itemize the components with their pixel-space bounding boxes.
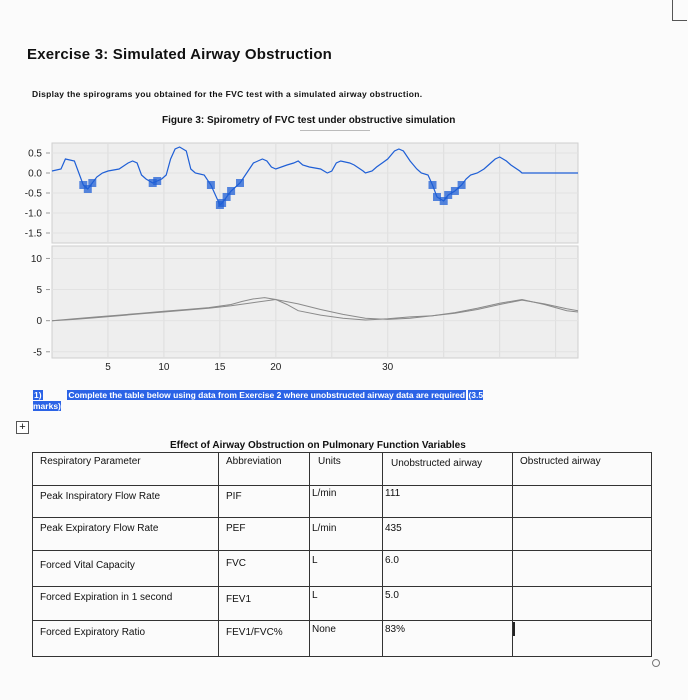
row-2-abbreviation: FVC xyxy=(226,558,246,569)
header-parameter: Respiratory Parameter xyxy=(40,456,141,467)
question-number: 1) xyxy=(33,390,43,400)
volume-gridlines xyxy=(52,143,578,243)
question-marks-part1: (3.5 xyxy=(468,390,484,400)
flow-series-0-line xyxy=(51,297,579,322)
volume-point xyxy=(218,199,227,207)
flow-y-tick-label: 0 xyxy=(36,316,42,327)
row-0-unobstructed[interactable]: 111 xyxy=(385,488,401,499)
question-marks-part2: marks) xyxy=(33,401,61,411)
header-obstructed: Obstructed airway xyxy=(520,456,601,467)
volume-y-tick-label: -0.5 xyxy=(25,189,43,200)
volume-point xyxy=(153,177,162,185)
row-0-units: L/min xyxy=(312,488,337,499)
instruction-text: Display the spirograms you obtained for … xyxy=(32,89,423,99)
question-text: Complete the table below using data from… xyxy=(67,390,467,400)
table-title: Effect of Airway Obstruction on Pulmonar… xyxy=(170,440,466,451)
x-tick-label: 15 xyxy=(214,362,226,373)
volume-point xyxy=(428,181,437,189)
volume-point xyxy=(79,181,88,189)
volume-point xyxy=(457,181,466,189)
x-tick-label: 5 xyxy=(105,362,111,373)
row-1-unobstructed[interactable]: 435 xyxy=(385,523,402,534)
volume-point xyxy=(439,197,448,205)
time-x-ticks: 5 10 15 20 30 xyxy=(105,362,393,373)
header-units: Units xyxy=(318,456,341,467)
x-tick-label: 30 xyxy=(382,362,394,373)
volume-point xyxy=(88,179,97,187)
table-move-handle-icon[interactable]: + xyxy=(16,421,29,434)
row-4-abbreviation: FEV1/FVC% xyxy=(226,627,283,638)
resize-handle-icon[interactable] xyxy=(652,659,660,667)
row-3-parameter: Forced Expiration in 1 second xyxy=(40,592,173,603)
caption-underline xyxy=(300,130,370,131)
flow-y-tick-label: -5 xyxy=(33,347,42,358)
x-tick-label: 20 xyxy=(270,362,282,373)
row-3-unobstructed[interactable]: 5.0 xyxy=(385,590,399,601)
row-0-abbreviation: PIF xyxy=(226,491,242,502)
question-1: 1) Complete the table below using data f… xyxy=(33,390,633,412)
flow-series-1-line xyxy=(51,298,579,322)
volume-point xyxy=(236,179,244,187)
row-4-units: None xyxy=(312,624,336,635)
row-4-unobstructed[interactable]: 83% xyxy=(385,624,406,635)
flow-y-ticks: 10 5 0 -5 xyxy=(31,254,50,358)
corner-bracket xyxy=(672,0,687,21)
volume-y-tick-label: -1.0 xyxy=(25,209,43,220)
volume-point xyxy=(444,191,453,199)
volume-y-tick-label: 0.0 xyxy=(28,169,42,180)
volume-point xyxy=(148,179,157,187)
row-2-parameter: Forced Vital Capacity xyxy=(40,560,135,571)
volume-series-0-line xyxy=(51,146,578,206)
header-abbreviation: Abbreviation xyxy=(226,456,282,467)
row-2-units: L xyxy=(312,555,318,566)
flow-y-tick-label: 5 xyxy=(36,285,42,296)
flow-gridlines xyxy=(52,246,578,358)
spirogram-charts: 0.5 0.0 -0.5 -1.0 -1.5 10 5 0 -5 5 10 15 20 30 xyxy=(25,142,579,373)
volume-point xyxy=(206,181,215,189)
row-3-units: L xyxy=(312,590,318,601)
flow-series xyxy=(51,297,579,322)
volume-point xyxy=(227,187,236,195)
volume-point xyxy=(433,193,441,201)
exercise-heading: Exercise 3: Simulated Airway Obstruction xyxy=(27,46,333,63)
text-cursor xyxy=(513,622,515,636)
row-2-unobstructed[interactable]: 6.0 xyxy=(385,555,399,566)
row-3-abbreviation: FEV1 xyxy=(226,594,252,605)
figure-caption: Figure 3: Spirometry of FVC test under o… xyxy=(162,115,456,126)
flow-y-tick-label: 10 xyxy=(31,254,43,265)
x-tick-label: 10 xyxy=(158,362,170,373)
volume-point xyxy=(222,193,231,201)
row-1-abbreviation: PEF xyxy=(226,523,246,534)
flow-plot-area xyxy=(51,245,579,359)
volume-point xyxy=(450,187,459,195)
volume-series xyxy=(51,146,578,209)
volume-y-tick-label: 0.5 xyxy=(28,149,42,160)
header-unobstructed: Unobstructed airway xyxy=(391,458,483,469)
volume-y-ticks: 0.5 0.0 -0.5 -1.0 -1.5 xyxy=(25,149,50,240)
row-1-units: L/min xyxy=(312,523,337,534)
row-4-parameter: Forced Expiratory Ratio xyxy=(40,627,146,638)
volume-point xyxy=(83,185,92,193)
row-0-parameter: Peak Inspiratory Flow Rate xyxy=(40,491,161,502)
row-1-parameter: Peak Expiratory Flow Rate xyxy=(40,523,159,534)
volume-y-tick-label: -1.5 xyxy=(25,229,43,240)
